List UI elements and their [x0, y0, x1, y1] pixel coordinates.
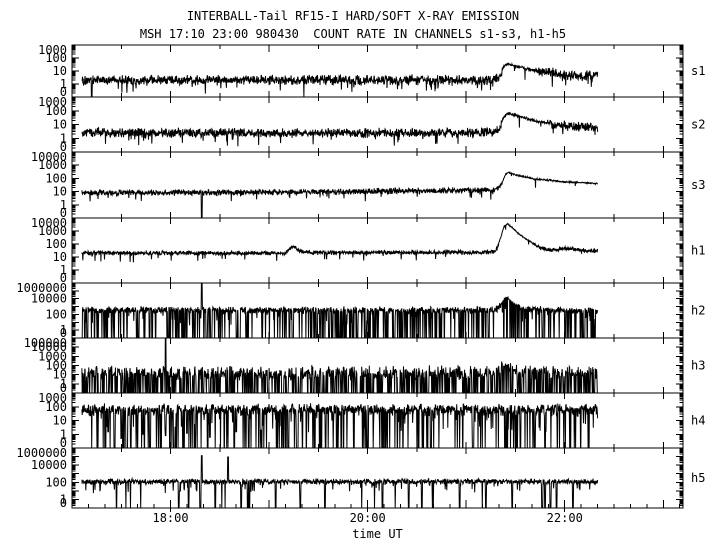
channel-label-s2: s2 — [691, 118, 705, 132]
panel-h1-trace — [81, 222, 599, 263]
axis-label: 100 — [45, 237, 67, 251]
axis-label: 1000 — [38, 95, 67, 109]
axis-label: 0 — [60, 140, 67, 154]
axis-label: 10000 — [31, 292, 67, 306]
axis-label: 100 — [45, 475, 67, 489]
axis-label: 100 — [45, 51, 67, 65]
axis-label: 10000 — [31, 458, 67, 472]
axis-label: 1 — [60, 427, 67, 441]
axis-label: 100000 — [24, 336, 67, 350]
axis-label: 10 — [53, 185, 67, 199]
panel-h2-trace — [81, 282, 599, 339]
x-axis-title: time UT — [352, 527, 403, 541]
traces — [81, 62, 599, 509]
axis-label: 1000000 — [16, 446, 67, 460]
axis-label: 10000 — [31, 150, 67, 164]
axis-label: 10 — [53, 118, 67, 132]
axis-label: 100 — [45, 171, 67, 185]
axis-label: 0 — [60, 326, 67, 340]
axis-label: 10 — [53, 368, 67, 382]
axis-label: 0 — [60, 436, 67, 450]
axis-label: 1 — [60, 77, 67, 91]
axes: 10001001010s110001001010s210000100010010… — [16, 43, 705, 541]
panel-s3-trace — [81, 170, 598, 219]
axis-label: 100 — [45, 359, 67, 373]
axis-label: 0 — [60, 496, 67, 510]
panel-h4-trace — [81, 403, 599, 449]
plot-frame — [71, 44, 684, 509]
axis-label: 1000000 — [16, 281, 67, 295]
panel-h5-trace — [81, 455, 599, 509]
channel-label-h1: h1 — [691, 244, 705, 258]
channel-label-h4: h4 — [691, 414, 705, 428]
axis-label: 0 — [60, 206, 67, 220]
axis-label: 1 — [60, 263, 67, 277]
axis-label: 1 — [60, 323, 67, 337]
axis-label: 10000 — [31, 216, 67, 230]
axis-label: 1000 — [38, 43, 67, 57]
axis-label: 1000 — [38, 158, 67, 172]
axis-label: 0 — [60, 271, 67, 285]
channel-label-h3: h3 — [691, 359, 705, 373]
figure-title: INTERBALL-Tail RF15-I HARD/SOFT X-RAY EM… — [186, 9, 520, 23]
axis-label: 10 — [53, 414, 67, 428]
panel-s2-trace — [81, 111, 599, 147]
axis-label: 1 — [60, 377, 67, 391]
axis-label: 100 — [45, 307, 67, 321]
axis-label: 1 — [60, 131, 67, 145]
figure-subtitle: MSH 17:10 23:00 980430 COUNT RATE IN CHA… — [139, 27, 567, 41]
panel-s1-trace — [81, 62, 599, 98]
channel-label-s1: s1 — [691, 64, 705, 78]
axis-label: 1000 — [38, 349, 67, 363]
axis-label: 10000 — [31, 340, 67, 354]
channel-label-h5: h5 — [691, 471, 705, 485]
axis-label: 1 — [60, 198, 67, 212]
axis-label: 10 — [53, 64, 67, 78]
panel-h3-trace — [81, 338, 598, 394]
axis-label: 1 — [60, 492, 67, 506]
axis-label: 100 — [45, 400, 67, 414]
axis-label: 1000 — [38, 224, 67, 238]
x-tick-label: 18:00 — [152, 511, 188, 525]
x-tick-label: 22:00 — [547, 511, 583, 525]
channel-label-s3: s3 — [691, 178, 705, 192]
channel-label-h2: h2 — [691, 304, 705, 318]
axis-label: 10 — [53, 250, 67, 264]
x-tick-label: 20:00 — [350, 511, 386, 525]
axis-label: 0 — [60, 381, 67, 395]
axis-label: 0 — [60, 85, 67, 99]
axis-label: 1000 — [38, 391, 67, 405]
axis-label: 100 — [45, 104, 67, 118]
